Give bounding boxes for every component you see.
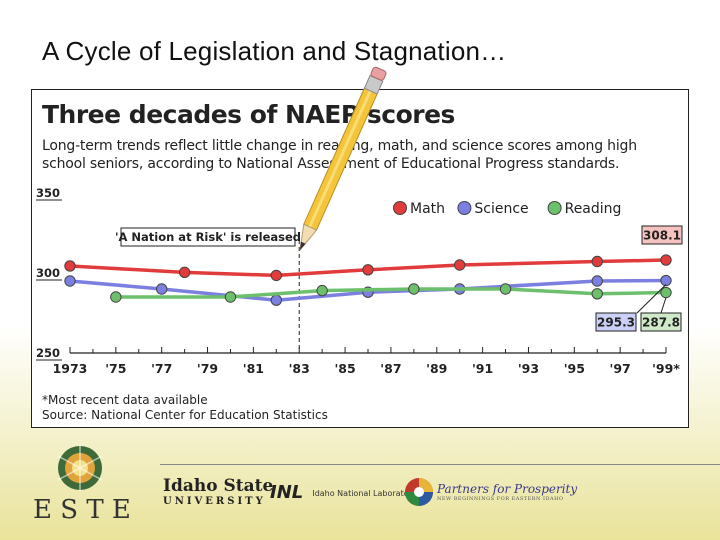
chart-footnote: *Most recent data available [42, 393, 208, 407]
math-point [660, 254, 672, 266]
reading-end-label: 287.8 [642, 316, 680, 330]
x-tick-label: '83 [289, 361, 310, 376]
x-tick-label: 1973 [53, 361, 88, 376]
legend-marker [393, 201, 407, 215]
x-tick-label: '95 [564, 361, 585, 376]
estec-text: E S T E C [33, 495, 138, 525]
reading-point [499, 283, 512, 295]
partners-emblem [405, 478, 433, 506]
math-point [64, 260, 76, 272]
x-tick-label: '79 [197, 361, 218, 376]
event-label: 'A Nation at Risk' is released [115, 230, 301, 244]
y-tick-label: 300 [36, 266, 60, 280]
isu-subname: UNIVERSITY [163, 496, 266, 507]
naep-chart: Three decades of NAEP scores Long-term t… [31, 89, 689, 428]
x-tick-label: '81 [243, 361, 264, 376]
reading-point [316, 284, 328, 297]
reading-point [110, 291, 122, 303]
legend-label: Science [474, 201, 528, 217]
science-point [155, 283, 168, 295]
partners-title: Partners for Prosperity [437, 482, 578, 496]
partners-subtitle: NEW BEGINNINGS FOR EASTERN IDAHO [437, 496, 564, 502]
chart-source: Source: National Center for Education St… [42, 408, 328, 422]
legend-label: Math [410, 201, 445, 217]
math-point [591, 255, 603, 268]
reading-point [660, 286, 672, 299]
science-point [270, 294, 283, 306]
slide-title: A Cycle of Legislation and Stagnation… [42, 36, 507, 66]
legend-marker [547, 201, 562, 215]
x-tick-label: '85 [334, 361, 355, 376]
estec-logo: E S T E C [33, 444, 138, 525]
math-point [453, 259, 466, 271]
science-point [660, 274, 672, 287]
footer-logos: E S T E C Idaho State UNIVERSITY INL Ida… [0, 430, 720, 540]
reading-point [408, 283, 420, 295]
chart-plot: 1973 '75 '77 '79 '81 '83 '85 '87 '89 '91 '93 '95 '97… [36, 186, 683, 376]
x-tick-label: '93 [518, 361, 539, 376]
x-tick-label: '87 [380, 361, 401, 376]
legend-marker [457, 201, 472, 215]
isu-logo: Idaho State UNIVERSITY [163, 478, 273, 510]
science-point [64, 275, 76, 287]
x-tick-label: '75 [105, 361, 126, 376]
math-end-label-box [641, 225, 683, 245]
x-tick-label: '99* [652, 361, 680, 376]
isu-name: Idaho State [163, 476, 274, 496]
science-leader [636, 284, 667, 314]
math-point [270, 269, 283, 282]
math-end-label: 308.1 [643, 229, 681, 243]
reading-point [591, 288, 603, 300]
x-tick-label: '77 [151, 361, 172, 376]
math-point [362, 264, 374, 276]
inl-name: Idaho National Laboratory [312, 489, 417, 498]
partners-logo: Partners for Prosperity NEW BEGINNINGS F… [437, 482, 577, 502]
x-tick-label: '97 [610, 361, 631, 376]
y-tick-label: 350 [36, 186, 60, 200]
science-end-label: 295.3 [597, 316, 635, 330]
reading-point [224, 291, 237, 303]
inl-mark: INL [270, 482, 304, 503]
x-tick-label: '89 [426, 361, 447, 376]
math-point [178, 266, 191, 279]
inl-logo: INL Idaho National Laboratory [270, 482, 417, 503]
chart-title: Three decades of NAEP scores [42, 100, 455, 129]
footer-divider [160, 464, 720, 465]
x-tick-label: '91 [472, 361, 493, 376]
y-tick-label: 250 [36, 346, 60, 360]
science-end-label-box [595, 312, 637, 332]
reading-leader [660, 297, 667, 314]
legend-label: Reading [565, 201, 622, 217]
event-label-box [120, 227, 296, 247]
science-point [591, 275, 603, 287]
